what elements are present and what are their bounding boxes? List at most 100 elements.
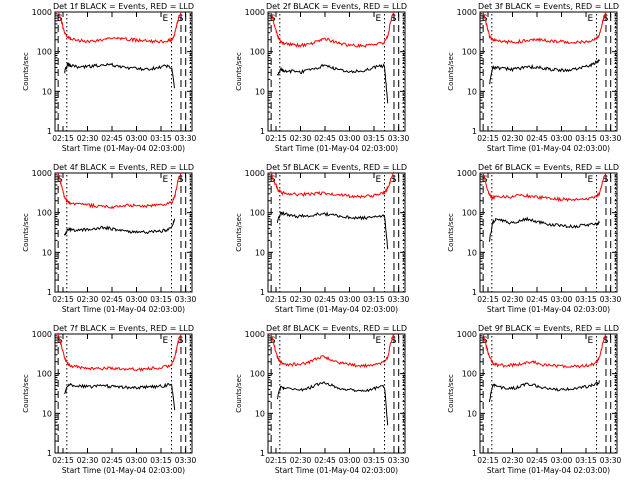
x-tick-label: 03:00 (126, 134, 148, 143)
series-line-events (276, 63, 389, 104)
x-tick-label: 03:30 (175, 134, 197, 143)
y-axis-label: Counts/sec (22, 52, 30, 91)
x-tick-label: 03:30 (175, 295, 197, 304)
y-tick-label: 100 (250, 370, 265, 379)
chart-panel-1: Det 1f BLACK = Events, RED = LLD 1 10 100 10… (22, 2, 197, 153)
start-marker-label: S (391, 14, 397, 24)
x-tick-label: 03:15 (363, 295, 385, 304)
x-tick-label: 02:45 (526, 456, 548, 465)
chart-title: Det 1f BLACK = Events, RED = LLD (53, 2, 194, 11)
x-tick-label: 02:15 (477, 134, 499, 143)
x-tick-label: 03:15 (575, 295, 597, 304)
start-marker-label: S (178, 14, 184, 24)
x-tick-label: 02:30 (290, 295, 312, 304)
series-line-lld (482, 172, 607, 203)
x-tick-label: 03:00 (126, 295, 148, 304)
plot-frame (479, 333, 618, 454)
x-tick-label: 03:15 (363, 134, 385, 143)
series-line-lld (482, 11, 607, 45)
x-tick-label: 02:45 (314, 295, 336, 304)
chart-title: Det 6f BLACK = Events, RED = LLD (478, 163, 619, 172)
x-axis-label: Start Time (01-May-04 02:03:00) (62, 466, 185, 475)
x-tick-label: 02:30 (502, 456, 524, 465)
x-tick-label: 03:30 (600, 134, 622, 143)
x-tick-label: 03:30 (388, 295, 410, 304)
x-tick-label: 02:30 (290, 456, 312, 465)
x-tick-label: 02:30 (502, 295, 524, 304)
y-tick-label: 10 (255, 409, 265, 418)
y-axis-label: Counts/sec (235, 374, 243, 413)
chart-title: Det 7f BLACK = Events, RED = LLD (53, 324, 194, 333)
y-tick-label: 10 (255, 248, 265, 257)
chart-title: Det 8f BLACK = Events, RED = LLD (266, 324, 407, 333)
x-tick-label: 02:15 (265, 456, 287, 465)
chart-panel-7: Det 7f BLACK = Events, RED = LLD 1 10 100 10… (22, 324, 197, 475)
series-line-events (488, 380, 600, 403)
end-marker-label: E (163, 14, 169, 24)
x-tick-label: 03:15 (363, 456, 385, 465)
x-tick-label: 03:15 (575, 456, 597, 465)
x-tick-label: 02:15 (477, 295, 499, 304)
y-tick-label: 10 (255, 87, 265, 96)
series-line-lld (270, 333, 395, 369)
y-tick-label: 10 (467, 409, 477, 418)
y-tick-label: 1 (260, 127, 265, 136)
x-tick-label: 03:00 (551, 456, 573, 465)
series-line-lld (483, 333, 607, 369)
x-axis-label: Start Time (01-May-04 02:03:00) (275, 144, 398, 153)
series-line-events (64, 382, 176, 411)
x-tick-label: 02:45 (101, 456, 123, 465)
y-tick-label: 1000 (245, 169, 265, 178)
end-marker-label: E (376, 175, 382, 185)
x-tick-label: 03:15 (150, 134, 172, 143)
x-tick-label: 02:45 (526, 295, 548, 304)
chart-panel-5: Det 5f BLACK = Events, RED = LLD 1 10 100 10… (235, 163, 410, 314)
start-marker-label: S (391, 175, 397, 185)
series-line-events (276, 381, 389, 426)
start-marker-label: S (603, 14, 609, 24)
x-tick-label: 03:00 (551, 134, 573, 143)
y-tick-label: 100 (37, 48, 52, 57)
start-marker-label: S (603, 336, 609, 346)
plot-frame (479, 172, 618, 293)
y-axis-label: Counts/sec (235, 213, 243, 252)
y-tick-label: 1000 (32, 8, 52, 17)
y-tick-label: 100 (250, 48, 265, 57)
x-tick-label: 03:00 (339, 134, 361, 143)
series-line-events (63, 62, 176, 89)
x-tick-label: 02:30 (502, 134, 524, 143)
x-axis-label: Start Time (01-May-04 02:03:00) (487, 466, 610, 475)
x-tick-label: 03:30 (388, 134, 410, 143)
x-tick-label: 02:30 (77, 456, 99, 465)
plot-frame (54, 11, 193, 132)
x-tick-label: 02:15 (52, 134, 74, 143)
x-axis-label: Start Time (01-May-04 02:03:00) (62, 144, 185, 153)
y-tick-label: 100 (462, 370, 477, 379)
y-tick-label: 100 (462, 209, 477, 218)
start-marker-label: S (391, 336, 397, 346)
y-axis-label: Counts/sec (447, 213, 455, 252)
end-marker-label: E (376, 336, 382, 346)
y-axis-label: Counts/sec (447, 52, 455, 91)
chart-panel-8: Det 8f BLACK = Events, RED = LLD 1 10 100 10… (235, 324, 410, 475)
series-line-events (63, 218, 176, 236)
x-tick-label: 03:30 (175, 456, 197, 465)
y-tick-label: 1 (472, 449, 477, 458)
chart-panel-6: Det 6f BLACK = Events, RED = LLD 1 10 100 10… (447, 163, 622, 314)
chart-panel-2: Det 2f BLACK = Events, RED = LLD 1 10 100 10… (235, 2, 410, 153)
end-marker-label: E (588, 14, 594, 24)
series-line-lld (57, 11, 182, 44)
y-tick-label: 10 (42, 87, 52, 96)
y-tick-label: 1000 (245, 8, 265, 17)
x-axis-label: Start Time (01-May-04 02:03:00) (487, 144, 610, 153)
x-tick-label: 03:30 (600, 456, 622, 465)
x-tick-label: 03:30 (388, 456, 410, 465)
series-line-events (488, 58, 600, 85)
x-tick-label: 03:00 (339, 456, 361, 465)
x-axis-label: Start Time (01-May-04 02:03:00) (275, 466, 398, 475)
y-tick-label: 1000 (32, 169, 52, 178)
x-tick-label: 03:00 (126, 456, 148, 465)
end-marker-label: E (163, 336, 169, 346)
x-tick-label: 02:45 (101, 134, 123, 143)
